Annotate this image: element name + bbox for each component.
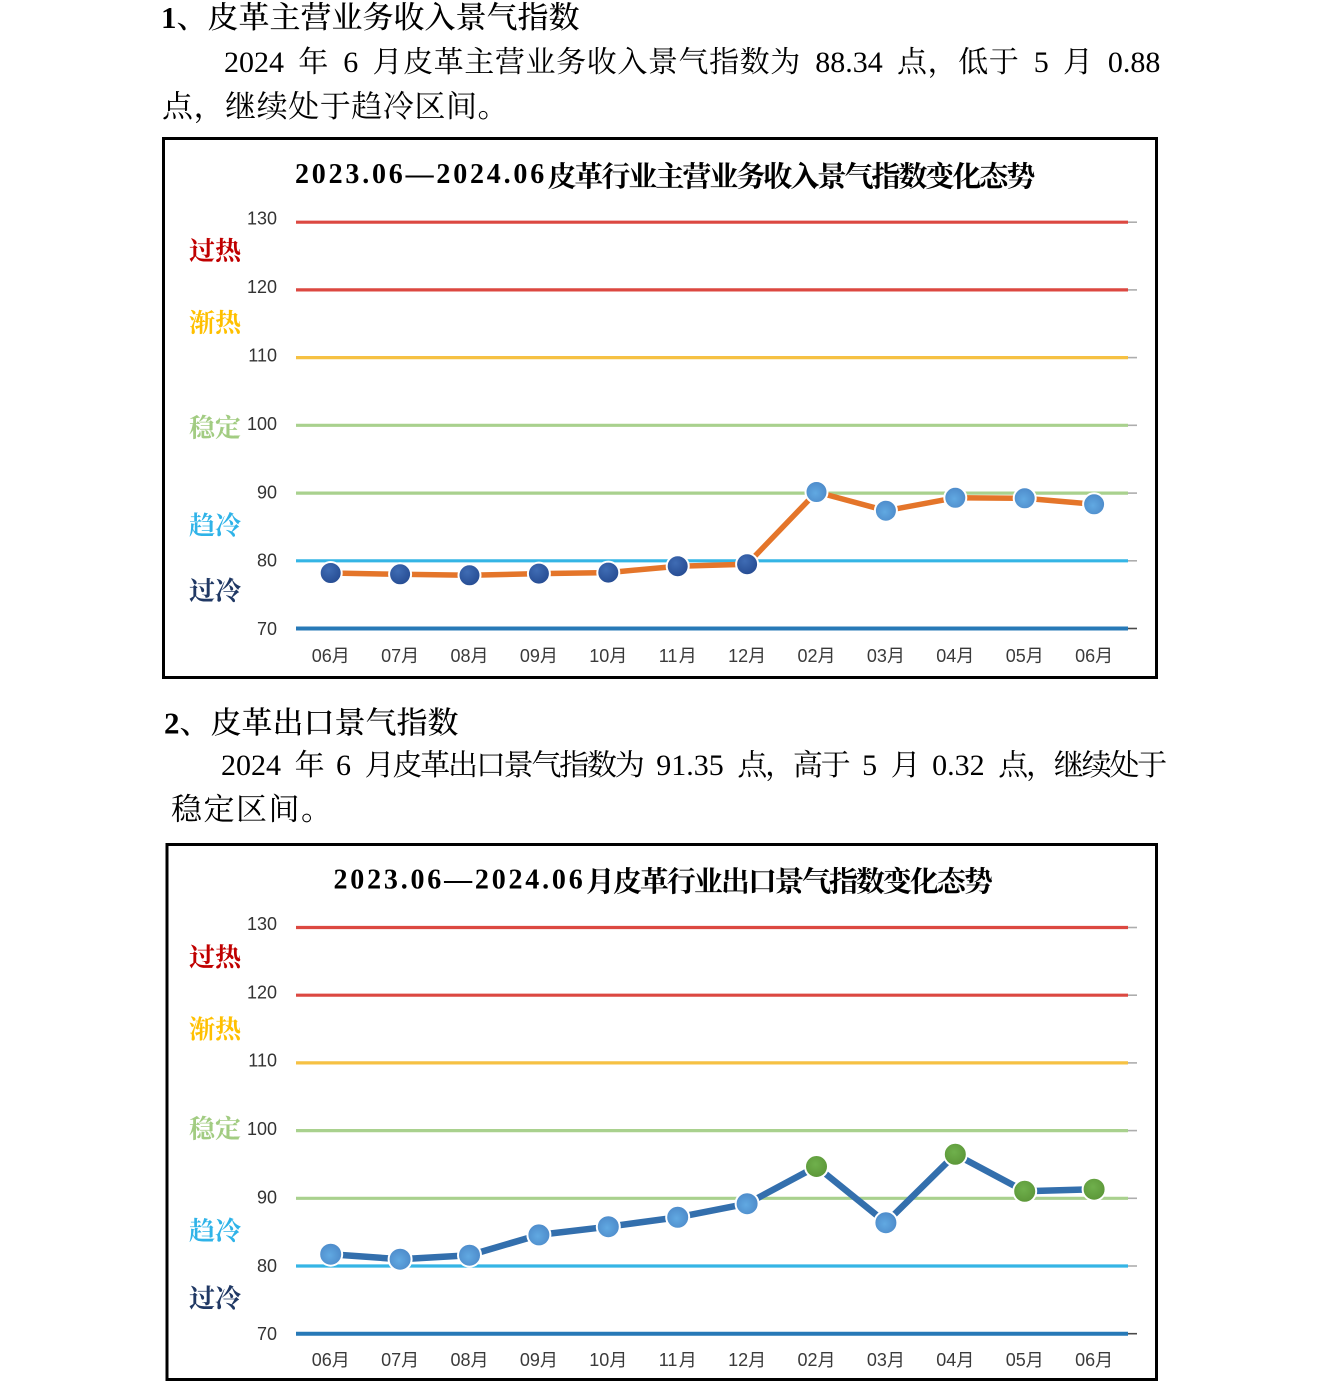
svg-text:07: 07 [381,1350,401,1370]
svg-text:08: 08 [451,646,471,666]
svg-text:03: 03 [867,1350,887,1370]
svg-text:10: 10 [589,1350,609,1370]
svg-text:07: 07 [381,646,401,666]
svg-text:04: 04 [936,646,956,666]
svg-text:70: 70 [257,1324,277,1344]
svg-text:02: 02 [798,646,818,666]
svg-text:120: 120 [247,982,277,1002]
svg-text:2024: 2024 [224,46,284,79]
svg-text:6: 6 [336,749,351,782]
svg-text:11: 11 [659,646,678,666]
svg-text:1: 1 [161,0,177,35]
svg-text:04: 04 [936,1350,956,1370]
svg-text:120: 120 [247,277,277,297]
svg-text:88.34: 88.34 [815,46,883,79]
svg-text:2023.06—2024.06: 2023.06—2024.06 [295,159,547,190]
svg-text:100: 100 [247,414,277,434]
svg-text:90: 90 [257,1188,277,1208]
svg-text:0.88: 0.88 [1108,46,1161,79]
svg-text:80: 80 [257,551,277,571]
svg-text:06: 06 [1075,1350,1095,1370]
svg-text:02: 02 [798,1350,818,1370]
svg-text:2: 2 [164,705,180,740]
svg-text:0.32: 0.32 [932,749,985,782]
svg-text:06: 06 [312,1350,332,1370]
svg-text:110: 110 [248,345,277,365]
svg-text:91.35: 91.35 [656,749,724,782]
svg-text:90: 90 [257,482,277,502]
svg-text:130: 130 [247,209,277,229]
svg-text:06: 06 [312,646,332,666]
svg-text:5: 5 [862,749,877,782]
svg-text:12: 12 [728,646,748,666]
svg-text:130: 130 [247,914,277,934]
svg-text:09: 09 [520,1350,540,1370]
svg-text:70: 70 [257,619,277,639]
svg-text:08: 08 [451,1350,471,1370]
svg-text:2023.06—2024.06: 2023.06—2024.06 [334,864,586,895]
svg-text:6: 6 [343,46,358,79]
svg-text:5: 5 [1034,46,1049,79]
svg-text:80: 80 [257,1256,277,1276]
svg-text:110: 110 [248,1051,277,1071]
svg-text:09: 09 [520,646,540,666]
svg-text:10: 10 [589,646,609,666]
svg-text:2024: 2024 [221,749,281,782]
svg-text:11: 11 [659,1350,678,1370]
svg-text:05: 05 [1006,1350,1026,1370]
svg-text:100: 100 [247,1119,277,1139]
svg-text:03: 03 [867,646,887,666]
svg-text:05: 05 [1006,646,1026,666]
svg-text:06: 06 [1075,646,1095,666]
svg-text:12: 12 [728,1350,748,1370]
